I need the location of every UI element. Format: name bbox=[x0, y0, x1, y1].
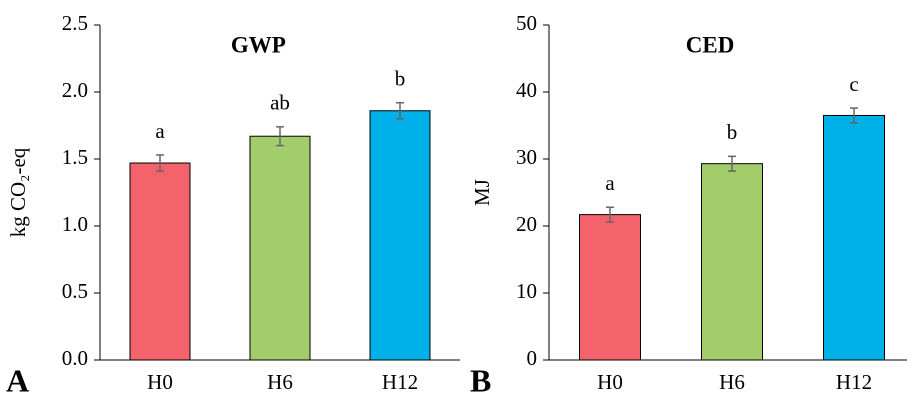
chart-title: CED bbox=[686, 32, 735, 57]
x-tick-label: H6 bbox=[267, 370, 293, 394]
bar bbox=[701, 163, 763, 361]
bar bbox=[369, 110, 431, 361]
annotation: a bbox=[605, 171, 615, 195]
y-tick-label: 40 bbox=[516, 78, 537, 102]
y-tick-label: 2.5 bbox=[62, 11, 88, 35]
annotation: b bbox=[727, 120, 738, 144]
bar bbox=[129, 162, 191, 361]
chart-title: GWP bbox=[231, 32, 286, 57]
annotation: a bbox=[155, 119, 165, 143]
x-tick-label: H12 bbox=[836, 370, 872, 394]
annotation: b bbox=[395, 67, 406, 91]
x-tick-label: H12 bbox=[382, 370, 418, 394]
bar bbox=[579, 214, 641, 361]
y-tick-label: 1.0 bbox=[62, 212, 88, 236]
panel-label: A bbox=[6, 362, 29, 398]
y-tick-label: 10 bbox=[516, 279, 537, 303]
y-tick-label: 30 bbox=[516, 145, 537, 169]
y-tick-label: 0 bbox=[527, 346, 538, 370]
x-tick-label: H0 bbox=[597, 370, 623, 394]
y-tick-label: 0.5 bbox=[62, 279, 88, 303]
annotation: ab bbox=[270, 91, 290, 115]
panel-label: B bbox=[470, 362, 491, 398]
x-tick-label: H0 bbox=[147, 370, 173, 394]
y-axis-label: MJ bbox=[470, 179, 494, 206]
y-tick-label: 50 bbox=[516, 11, 537, 35]
annotation: c bbox=[849, 72, 858, 96]
y-axis-label: kg CO₂-eq bbox=[6, 147, 30, 237]
x-tick-label: H6 bbox=[719, 370, 745, 394]
y-tick-label: 20 bbox=[516, 212, 537, 236]
y-tick-label: 0.0 bbox=[62, 346, 88, 370]
y-tick-label: 1.5 bbox=[62, 145, 88, 169]
y-tick-label: 2.0 bbox=[62, 78, 88, 102]
bar bbox=[249, 135, 311, 361]
bar bbox=[823, 114, 885, 361]
